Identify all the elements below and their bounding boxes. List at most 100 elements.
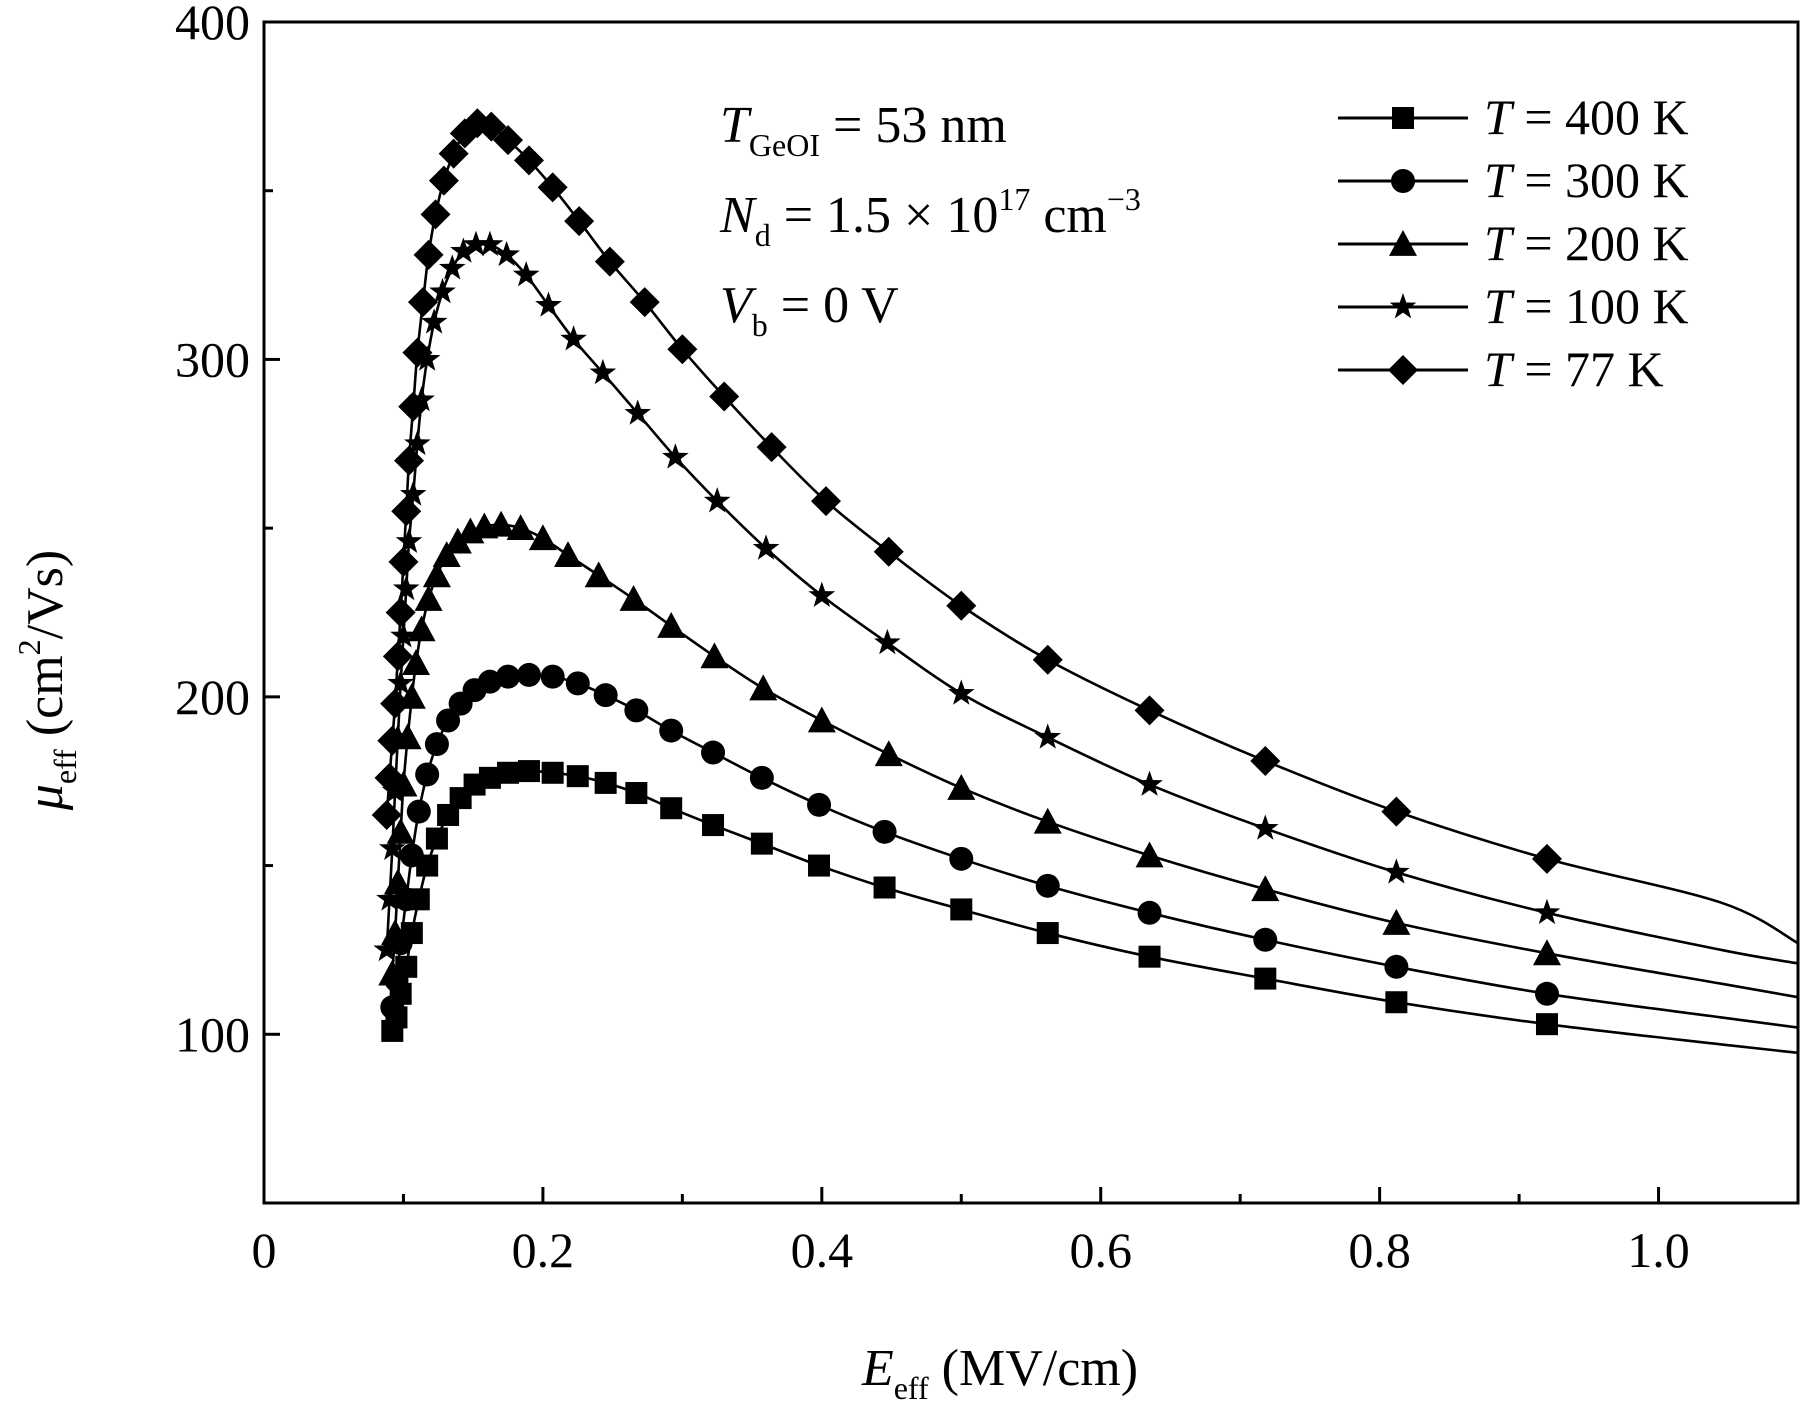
data-point-300k <box>1384 954 1409 979</box>
plot-frame <box>262 20 1800 1205</box>
data-point-100k <box>535 291 562 317</box>
data-point-100k <box>662 443 689 469</box>
data-point-300k <box>701 740 726 765</box>
legend-labels: T = 400 K T = 300 K T = 200 K T = 100 K … <box>1484 89 1689 397</box>
data-point-100k <box>381 777 409 803</box>
data-point-100k <box>560 325 587 351</box>
legend-marker-400k <box>1392 107 1414 129</box>
data-point-300k <box>477 669 502 694</box>
data-point-100k <box>378 834 406 861</box>
data-point-77k <box>413 239 444 270</box>
data-point-400k <box>950 898 973 921</box>
data-point-400k <box>660 797 683 820</box>
data-point-100k <box>390 622 417 648</box>
legend-marker-77k <box>1388 355 1418 385</box>
data-point-100k <box>512 261 540 287</box>
data-point-400k <box>594 771 617 794</box>
data-point-100k <box>1136 770 1163 796</box>
data-point-400k <box>808 854 831 877</box>
data-point-200k <box>657 611 686 638</box>
data-point-100k <box>395 527 423 553</box>
data-point-77k <box>398 391 429 422</box>
legend-label-300k: T = 300 K <box>1484 152 1689 208</box>
data-point-100k <box>703 487 731 513</box>
data-point-200k <box>1251 875 1280 902</box>
data-point-400k <box>566 765 589 788</box>
data-point-300k <box>380 995 405 1020</box>
annotation-doping: Nd = 1.5 × 1017 cm−3 <box>719 181 1141 253</box>
data-point-400k <box>437 803 460 826</box>
data-point-77k <box>462 108 493 139</box>
data-point-200k <box>1532 939 1561 966</box>
data-point-100k <box>438 254 466 280</box>
data-point-200k <box>947 773 976 800</box>
data-point-100k <box>874 628 901 655</box>
data-point-77k <box>756 432 787 463</box>
data-point-77k <box>382 641 413 672</box>
legend-marker-200k <box>1389 230 1417 256</box>
data-point-77k <box>407 287 438 318</box>
data-point-200k <box>443 527 472 554</box>
data-point-77k <box>394 445 425 476</box>
data-point-400k <box>541 761 564 784</box>
data-point-200k <box>383 868 412 895</box>
data-point-400k <box>425 827 448 850</box>
annotation-thickness: TGeOI = 53 nm <box>720 97 1007 163</box>
legend-label-77k: T = 77 K <box>1484 341 1664 397</box>
legend-label-400k: T = 400 K <box>1484 89 1689 145</box>
data-point-77k <box>1250 745 1281 776</box>
data-point-200k <box>874 740 903 767</box>
data-point-200k <box>528 524 557 551</box>
data-point-300k <box>1035 873 1060 898</box>
x-tick-label: 0.4 <box>791 1222 854 1278</box>
data-point-400k <box>1254 967 1277 990</box>
data-point-200k <box>407 615 436 642</box>
data-point-300k <box>496 664 521 689</box>
data-point-300k <box>415 762 440 787</box>
data-point-400k <box>702 814 725 837</box>
data-point-300k <box>540 664 565 689</box>
data-point-77k <box>629 287 660 318</box>
data-point-77k <box>371 799 402 830</box>
data-point-77k <box>493 125 524 156</box>
data-point-200k <box>506 514 535 541</box>
y-tick-label: 100 <box>175 1006 250 1062</box>
data-point-100k <box>413 345 441 371</box>
data-point-100k <box>399 480 427 506</box>
legend-marker-100k <box>1389 293 1417 319</box>
data-point-77k <box>513 145 544 176</box>
data-point-77k <box>385 597 416 628</box>
data-point-400k <box>517 760 540 783</box>
data-point-77k <box>438 138 469 169</box>
data-point-77k <box>1032 644 1063 675</box>
data-point-77k <box>388 546 419 577</box>
data-point-100k <box>373 935 401 962</box>
data-point-200k <box>584 561 613 588</box>
data-point-300k <box>565 671 590 696</box>
data-point-200k <box>700 642 729 669</box>
data-point-77k <box>374 762 405 793</box>
data-point-77k <box>667 334 698 365</box>
data-point-77k <box>391 496 422 527</box>
data-point-300k <box>659 718 684 743</box>
annotation-block: TGeOI = 53 nm Nd = 1.5 × 1017 cm−3 Vb = … <box>719 97 1141 343</box>
y-tick-label: 200 <box>175 669 250 725</box>
data-point-200k <box>1382 908 1411 935</box>
series-markers <box>371 108 1562 1042</box>
x-tick-label: 0.8 <box>1348 1222 1411 1278</box>
data-point-100k <box>1383 858 1410 884</box>
x-tick-label: 1.0 <box>1627 1222 1690 1278</box>
data-point-200k <box>414 585 443 611</box>
data-point-100k <box>589 358 617 385</box>
x-axis-title: Eeff (MV/cm) <box>861 1340 1138 1406</box>
data-point-400k <box>1535 1013 1558 1036</box>
data-point-77k <box>564 206 595 237</box>
data-point-77k <box>1381 796 1412 827</box>
data-point-100k <box>624 399 652 425</box>
data-point-200k <box>807 706 836 733</box>
data-point-100k <box>947 679 975 705</box>
data-point-100k <box>420 308 448 334</box>
data-point-300k <box>406 799 431 824</box>
data-point-400k <box>497 761 520 784</box>
